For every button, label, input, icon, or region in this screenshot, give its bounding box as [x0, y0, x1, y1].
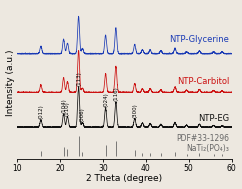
Text: NTP-EG: NTP-EG	[198, 115, 229, 123]
Text: (300): (300)	[132, 103, 137, 118]
Text: PDF#33-1296
NaTi₂(PO₄)₃: PDF#33-1296 NaTi₂(PO₄)₃	[176, 134, 229, 153]
Text: (024): (024)	[103, 92, 108, 107]
Text: NTP-Glycerine: NTP-Glycerine	[170, 35, 229, 44]
Text: (006): (006)	[80, 107, 85, 122]
Text: (110): (110)	[65, 101, 70, 115]
X-axis label: 2 Theta (degree): 2 Theta (degree)	[86, 174, 163, 184]
Text: (116): (116)	[113, 86, 118, 101]
Text: (012): (012)	[38, 104, 43, 119]
Text: NTP-Carbitol: NTP-Carbitol	[177, 77, 229, 85]
Y-axis label: Intensity (a.u.): Intensity (a.u.)	[6, 49, 15, 116]
Text: (113): (113)	[76, 71, 81, 86]
Text: (104): (104)	[61, 98, 66, 113]
